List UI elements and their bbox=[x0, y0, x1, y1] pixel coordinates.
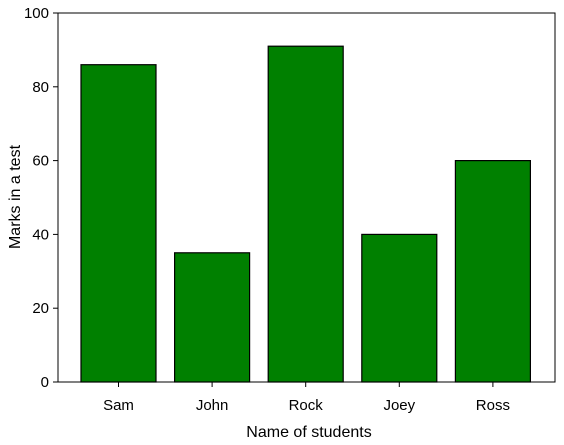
y-tick-label: 80 bbox=[32, 79, 49, 96]
x-tick-label: John bbox=[196, 397, 229, 414]
y-tick-label: 100 bbox=[24, 5, 49, 22]
plot-frame bbox=[57, 12, 556, 383]
x-tick-label: Rock bbox=[289, 397, 324, 414]
x-tick-label: Ross bbox=[476, 397, 510, 414]
y-tick-label: 60 bbox=[32, 153, 49, 170]
y-axis-label: Marks in a test bbox=[7, 144, 24, 249]
bar-joey bbox=[361, 233, 438, 383]
bars bbox=[80, 45, 531, 383]
y-axis: 0 20 40 60 80 100 bbox=[24, 5, 58, 391]
bar-sam bbox=[80, 64, 157, 383]
y-tick-label: 0 bbox=[41, 374, 49, 391]
x-axis: Sam John Rock Joey Ross bbox=[103, 382, 510, 414]
x-tick-label: Joey bbox=[383, 397, 415, 414]
bar-john bbox=[174, 252, 251, 383]
x-tick-label: Sam bbox=[103, 397, 134, 414]
bar-ross bbox=[454, 160, 531, 383]
y-tick-label: 40 bbox=[32, 226, 49, 243]
x-axis-label: Name of students bbox=[246, 424, 371, 441]
bar-rock bbox=[267, 45, 344, 383]
y-tick-label: 20 bbox=[32, 300, 49, 317]
